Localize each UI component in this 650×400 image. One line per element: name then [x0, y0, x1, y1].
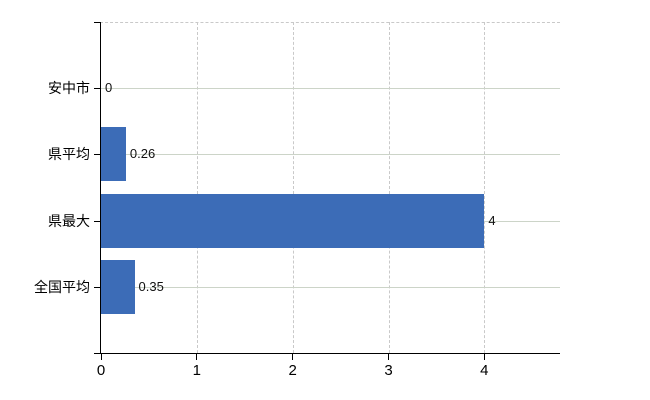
y-tick [94, 353, 100, 354]
x-axis-line [100, 353, 560, 354]
plot-top-border [100, 22, 560, 23]
h-gridline [101, 286, 560, 288]
x-tick [196, 353, 198, 360]
bar-value-label: 0 [105, 80, 113, 96]
x-tick [100, 353, 102, 360]
category-label: 県平均 [48, 146, 90, 163]
y-tick [94, 88, 100, 90]
y-tick [94, 154, 100, 156]
y-tick [94, 286, 100, 288]
category-label: 全国平均 [34, 278, 90, 295]
bar-value-label: 4 [488, 212, 496, 228]
x-tick-label: 1 [192, 362, 201, 379]
bar [101, 259, 135, 314]
x-tick-label: 3 [384, 362, 393, 379]
x-tick-label: 4 [480, 362, 489, 379]
x-tick [292, 353, 294, 360]
x-tick-label: 2 [288, 362, 297, 379]
x-tick [388, 353, 389, 360]
v-gridline [484, 22, 486, 353]
v-gridline [388, 22, 390, 353]
bar-value-label: 0.26 [129, 146, 156, 162]
x-tick-label: 0 [96, 362, 106, 379]
y-tick [94, 22, 100, 23]
x-tick [483, 353, 485, 360]
bar [101, 127, 126, 182]
category-label: 安中市 [48, 80, 90, 97]
v-gridline [196, 22, 198, 353]
h-gridline [101, 88, 560, 90]
bar [101, 193, 485, 248]
category-label: 県最大 [48, 212, 90, 229]
h-gridline [101, 154, 560, 156]
y-axis-line [100, 22, 101, 354]
v-gridline [292, 22, 294, 353]
y-tick [94, 220, 100, 222]
bar-value-label: 0.35 [138, 278, 164, 294]
